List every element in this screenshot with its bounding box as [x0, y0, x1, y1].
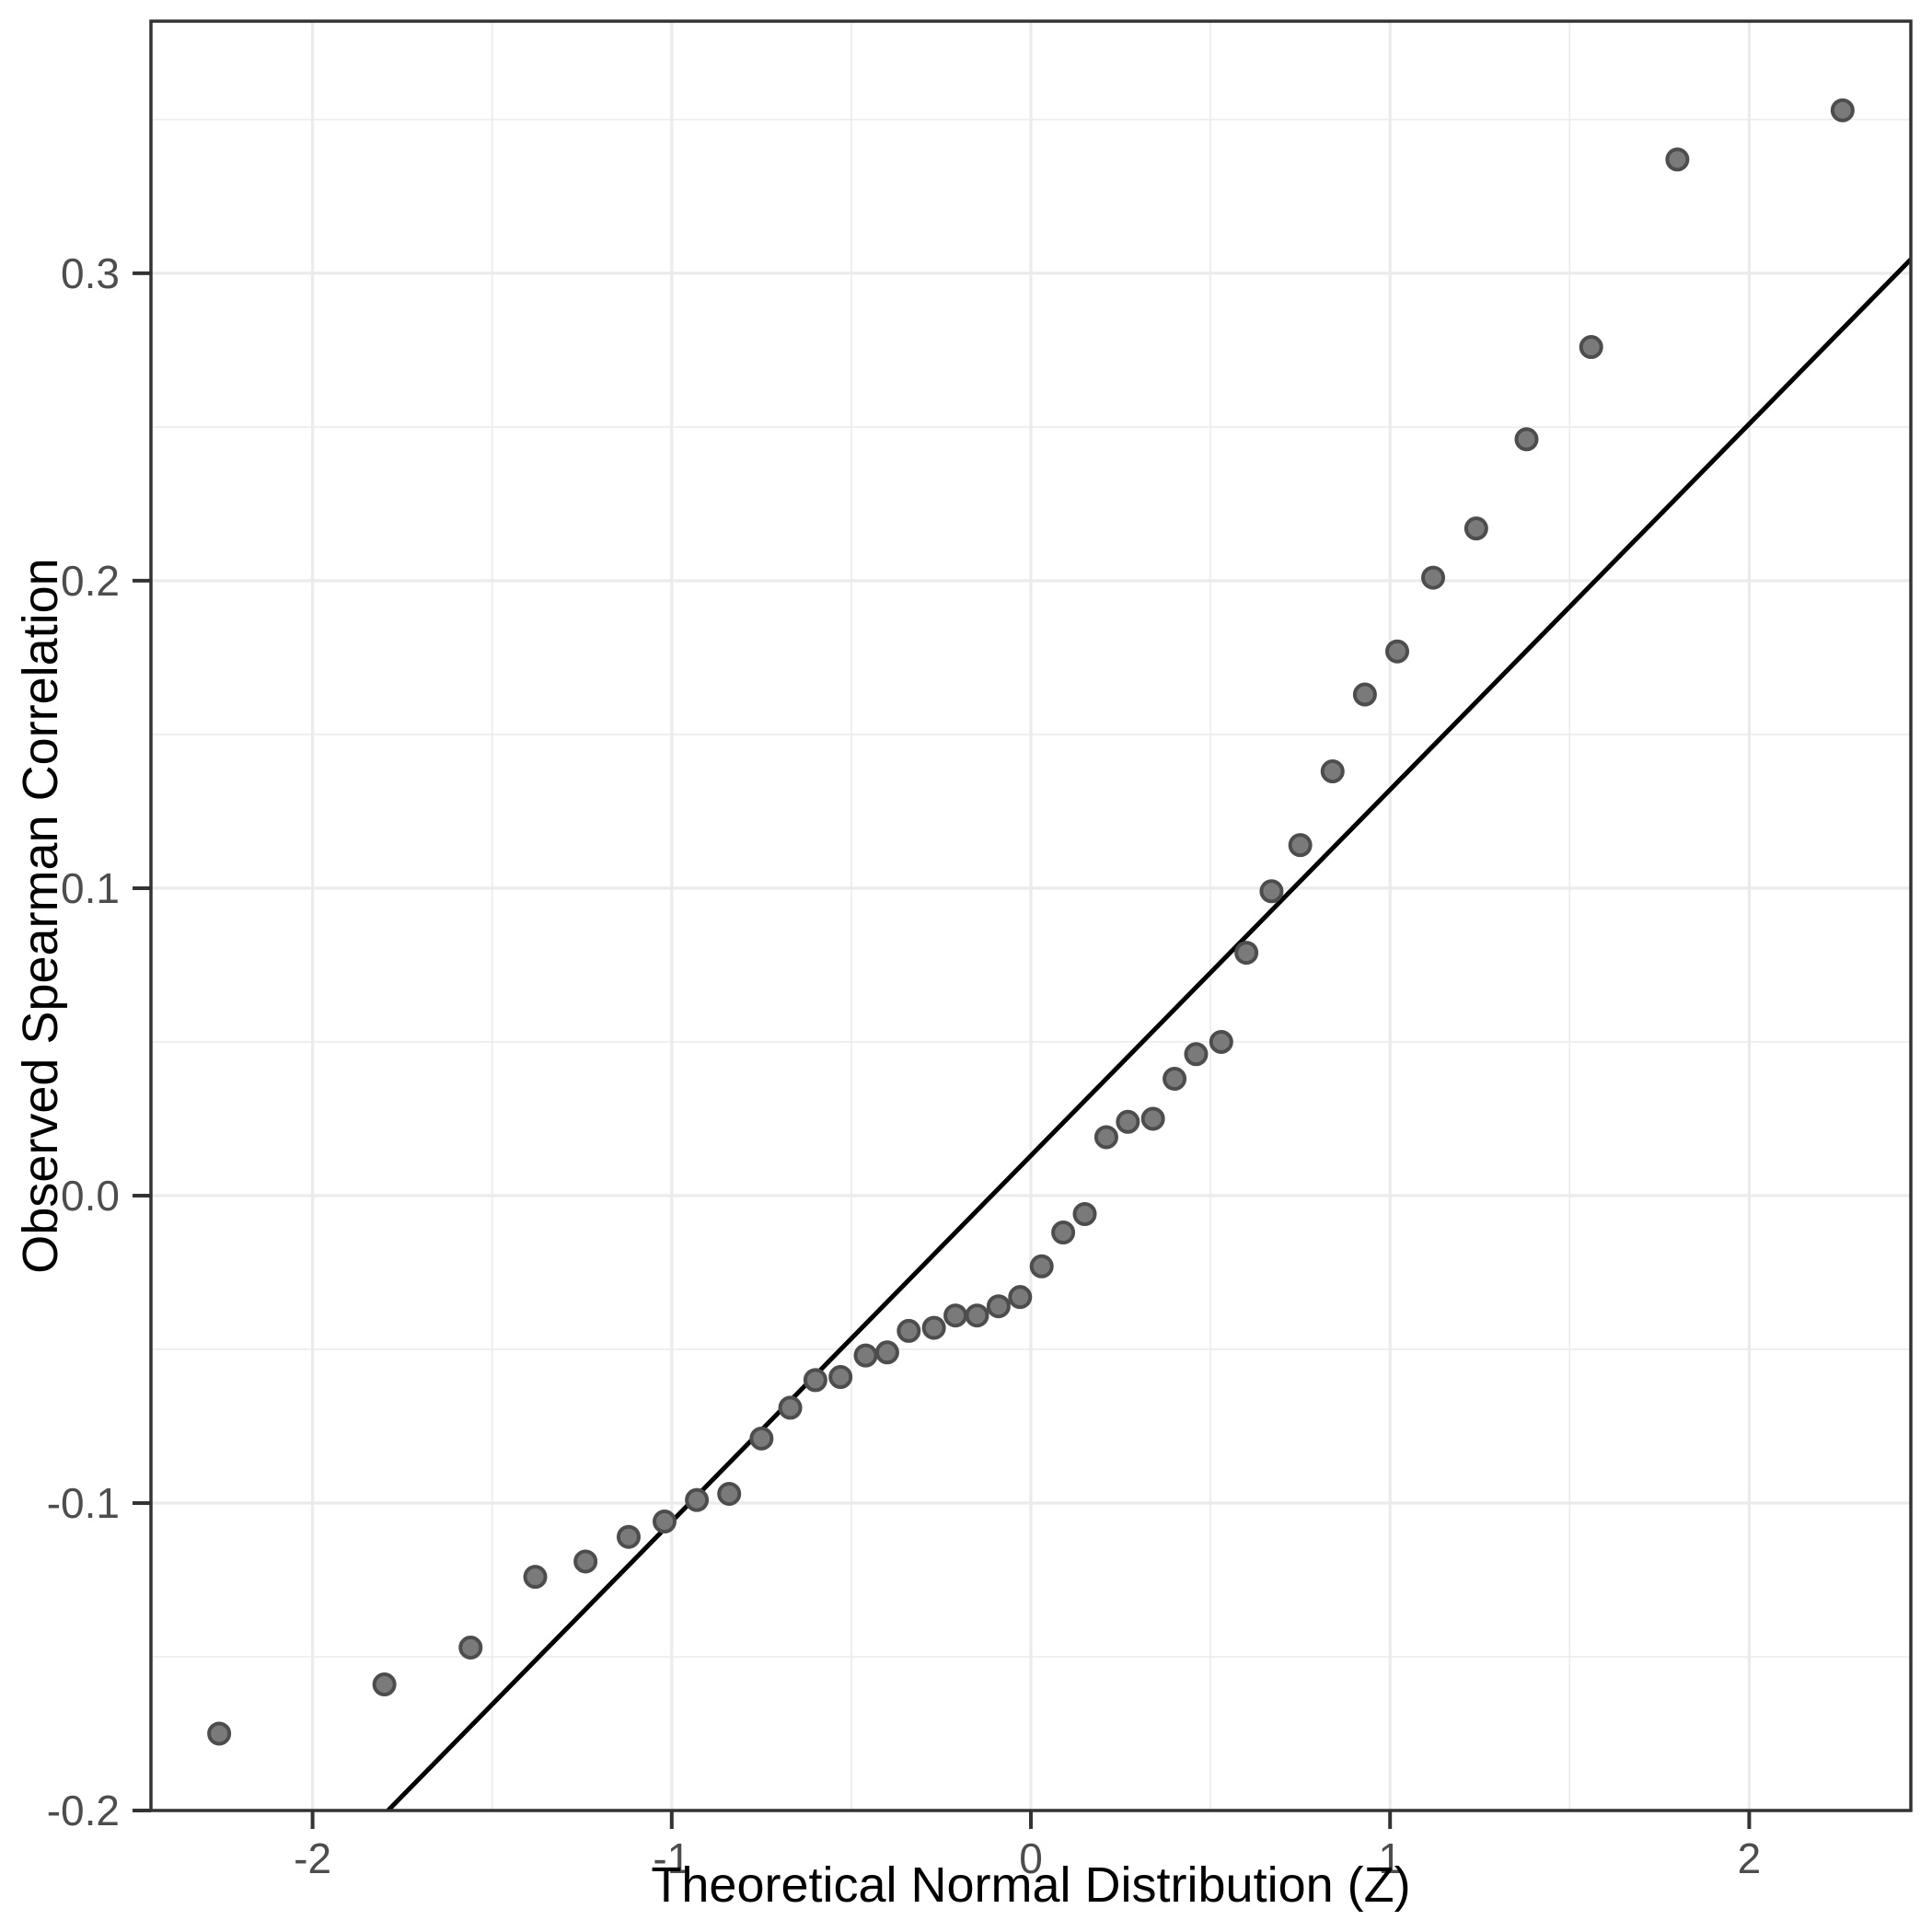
data-point: [749, 1426, 774, 1451]
data-point: [1184, 1042, 1209, 1067]
data-point: [652, 1510, 677, 1534]
data-point: [573, 1549, 598, 1574]
data-point: [1320, 759, 1345, 784]
data-point: [803, 1368, 827, 1393]
y-tick-label: 0.0: [61, 1172, 120, 1220]
y-tick-label: 0.1: [61, 864, 120, 912]
y-tick-label: 0.2: [61, 557, 120, 605]
y-tick-label: -0.1: [47, 1479, 120, 1527]
data-point: [965, 1303, 989, 1328]
data-point: [1140, 1106, 1165, 1131]
data-point: [616, 1524, 641, 1549]
x-axis-title: Theoretical Normal Distribution (Z): [651, 1857, 1410, 1913]
data-point: [1288, 833, 1313, 858]
data-point: [523, 1565, 548, 1590]
data-point: [1234, 941, 1259, 966]
data-point: [685, 1487, 710, 1512]
data-point: [986, 1294, 1011, 1319]
y-tick-label: 0.3: [61, 249, 120, 297]
data-point: [458, 1635, 483, 1660]
x-tick-label: 0: [1019, 1834, 1043, 1882]
data-point: [1514, 427, 1539, 452]
x-tick-label: -2: [294, 1834, 331, 1882]
data-point: [372, 1672, 397, 1697]
x-tick-label: -1: [653, 1834, 690, 1882]
data-point: [874, 1340, 899, 1365]
y-axis-title: Observed Spearman Correlation: [13, 558, 68, 1273]
data-point: [828, 1365, 853, 1390]
x-tick-label: 2: [1738, 1834, 1762, 1882]
data-point: [853, 1343, 878, 1368]
data-point: [1385, 639, 1410, 664]
data-point: [1072, 1202, 1097, 1226]
data-point: [1830, 98, 1855, 122]
data-point: [1579, 335, 1603, 360]
data-point: [1209, 1029, 1233, 1054]
data-point: [207, 1721, 232, 1746]
qq-reference-line: [386, 257, 1913, 1812]
y-tick-label: -0.2: [47, 1787, 120, 1834]
data-point: [1421, 565, 1446, 590]
data-point: [778, 1395, 803, 1420]
data-point: [1665, 147, 1690, 172]
data-point: [1163, 1067, 1187, 1092]
data-point: [1029, 1254, 1054, 1278]
data-point: [717, 1481, 742, 1506]
x-tick-label: 1: [1378, 1834, 1402, 1882]
data-point: [1051, 1221, 1076, 1245]
data-point: [1008, 1285, 1033, 1310]
data-point: [1463, 516, 1488, 541]
data-point: [1259, 879, 1284, 904]
data-point: [921, 1315, 946, 1340]
data-point: [1093, 1125, 1118, 1150]
data-point: [943, 1303, 968, 1328]
data-point: [897, 1318, 921, 1343]
data-point: [1352, 682, 1377, 707]
data-point: [1116, 1109, 1140, 1134]
